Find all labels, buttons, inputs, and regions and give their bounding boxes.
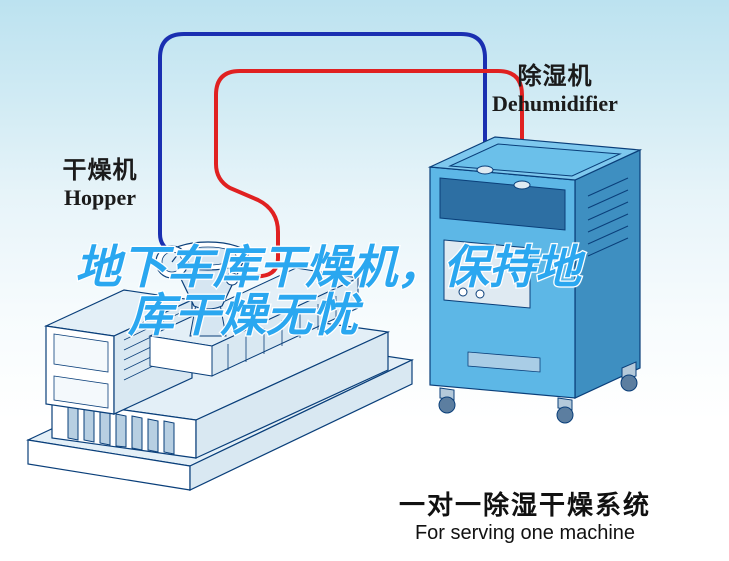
dehu-label-en: Dehumidifier (445, 91, 665, 117)
hopper-label: 干燥机 Hopper (30, 150, 170, 211)
caption-en: For serving one machine (345, 522, 705, 545)
hopper-label-cn: 干燥机 (30, 150, 170, 185)
stage: .ln { stroke:#0a3f7a; stroke-width:1.2; … (0, 0, 729, 561)
system-caption: 一对一除湿干燥系统 For serving one machine (345, 485, 705, 545)
dehu-label-cn: 除湿机 (445, 56, 665, 91)
caption-cn: 一对一除湿干燥系统 (345, 485, 705, 522)
dehumidifier-label: 除湿机 Dehumidifier (445, 56, 665, 117)
dehu-panel (444, 240, 530, 308)
extruder-machine (28, 242, 412, 490)
dehumidifier (430, 137, 640, 423)
hopper-label-en: Hopper (30, 185, 170, 211)
